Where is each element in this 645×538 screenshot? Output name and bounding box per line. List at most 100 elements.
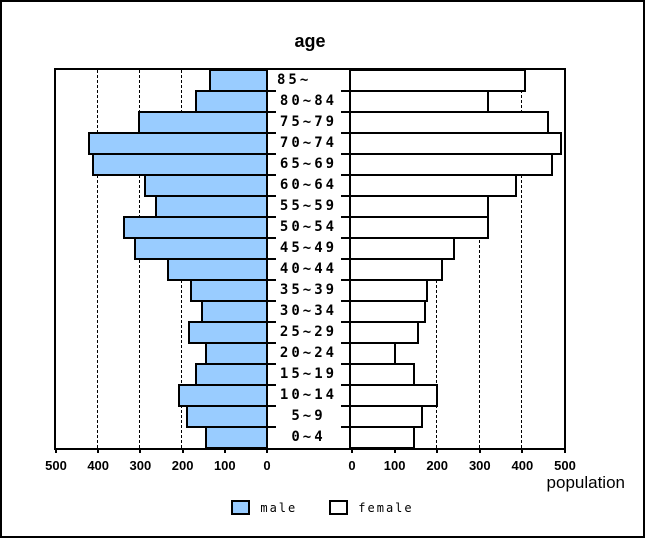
female-bar-70~74 xyxy=(351,132,562,155)
female-bar-row xyxy=(351,69,564,92)
female-axis-label-0: 0 xyxy=(348,458,356,473)
age-label-row: 40~44 xyxy=(268,259,349,280)
female-bar-30~34 xyxy=(351,300,426,323)
age-label-45~49: 45~49 xyxy=(279,240,338,256)
female-bar-10~14 xyxy=(351,384,439,407)
male-axis-label-100: 100 xyxy=(213,458,236,473)
age-label-20~24: 20~24 xyxy=(279,345,338,361)
female-bar-45~49 xyxy=(351,237,456,260)
female-bar-80~84 xyxy=(351,90,490,113)
female-bar-40~44 xyxy=(351,258,443,281)
female-bar-35~39 xyxy=(351,279,428,302)
female-bar-row xyxy=(351,426,564,449)
male-bar-85~ xyxy=(209,69,266,92)
female-axis-tick xyxy=(521,448,524,453)
age-label-row: 80~84 xyxy=(268,91,349,112)
male-axis-label-400: 400 xyxy=(87,458,110,473)
male-axis-tick xyxy=(223,448,226,453)
age-label-40~44: 40~44 xyxy=(279,261,338,277)
category-tick xyxy=(268,258,276,260)
male-bar-row xyxy=(56,153,266,176)
female-bar-55~59 xyxy=(351,195,490,218)
category-tick xyxy=(341,132,349,134)
male-bar-row xyxy=(56,69,266,92)
age-label-30~34: 30~34 xyxy=(279,303,338,319)
male-bar-row xyxy=(56,174,266,197)
male-axis-label-200: 200 xyxy=(171,458,194,473)
chart-title: age xyxy=(294,31,326,51)
female-axis-label-400: 400 xyxy=(511,458,534,473)
plot-area: 85~ 80~84 75~79 70~74 65~69 60~64 55~59 50~54 45… xyxy=(54,68,566,450)
male-axis-tick xyxy=(97,448,100,453)
category-tick xyxy=(268,426,276,428)
age-label-55~59: 55~59 xyxy=(279,198,338,214)
male-bar-65~69 xyxy=(91,153,266,176)
female-bar-5~9 xyxy=(351,405,424,428)
male-bar-row xyxy=(56,258,266,281)
female-bar-row xyxy=(351,111,564,134)
age-label-row: 45~49 xyxy=(268,238,349,259)
age-label-row: 0~4 xyxy=(268,427,349,448)
male-bar-75~79 xyxy=(137,111,266,134)
female-bar-row xyxy=(351,174,564,197)
category-tick xyxy=(268,279,276,281)
female-bar-row xyxy=(351,216,564,239)
female-bar-25~29 xyxy=(351,321,420,344)
female-pane xyxy=(351,69,564,449)
age-label-80~84: 80~84 xyxy=(279,93,338,109)
male-bar-50~54 xyxy=(123,216,266,239)
female-zero-axis-line xyxy=(349,70,351,448)
male-axis-tick xyxy=(139,448,142,453)
category-tick xyxy=(268,384,276,386)
male-bar-row xyxy=(56,363,266,386)
category-tick xyxy=(341,90,349,92)
female-axis-label-500: 500 xyxy=(554,458,576,473)
male-bar-20~24 xyxy=(205,342,266,365)
age-label-row: 55~59 xyxy=(268,196,349,217)
female-bar-row xyxy=(351,195,564,218)
legend: male female xyxy=(2,500,643,515)
male-bar-60~64 xyxy=(144,174,266,197)
category-tick xyxy=(268,90,276,92)
male-bar-35~39 xyxy=(190,279,266,302)
female-bar-65~69 xyxy=(351,153,554,176)
age-label-5~9: 5~9 xyxy=(291,408,326,424)
male-pane xyxy=(56,69,266,449)
category-tick xyxy=(341,405,349,407)
female-bar-row xyxy=(351,300,564,323)
age-label-row: 25~29 xyxy=(268,322,349,343)
male-bar-10~14 xyxy=(177,384,266,407)
age-label-10~14: 10~14 xyxy=(279,387,338,403)
age-label-60~64: 60~64 xyxy=(279,177,338,193)
male-axis-label-0: 0 xyxy=(263,458,271,473)
category-tick xyxy=(268,342,276,344)
female-axis-tick xyxy=(393,448,396,453)
category-tick xyxy=(268,405,276,407)
male-bar-row xyxy=(56,384,266,407)
female-legend-label: female xyxy=(358,500,414,515)
age-label-row: 20~24 xyxy=(268,343,349,364)
age-label-70~74: 70~74 xyxy=(279,135,338,151)
male-bar-15~19 xyxy=(194,363,266,386)
category-tick xyxy=(268,216,276,218)
male-axis-tick xyxy=(55,448,57,453)
category-tick xyxy=(341,195,349,197)
female-bar-15~19 xyxy=(351,363,415,386)
female-axis-tick xyxy=(564,448,566,453)
male-bar-80~84 xyxy=(194,90,266,113)
female-bar-60~64 xyxy=(351,174,518,197)
category-tick xyxy=(341,363,349,365)
female-axis-label-300: 300 xyxy=(468,458,491,473)
category-tick xyxy=(341,426,349,428)
male-bar-row xyxy=(56,426,266,449)
category-tick xyxy=(341,111,349,113)
male-bar-row xyxy=(56,321,266,344)
age-label-row: 85~ xyxy=(268,70,349,91)
age-label-65~69: 65~69 xyxy=(279,156,338,172)
female-axis-tick xyxy=(351,448,353,453)
category-tick xyxy=(268,111,276,113)
category-tick xyxy=(268,321,276,323)
male-axis-tick xyxy=(266,448,268,453)
male-bar-row xyxy=(56,300,266,323)
age-label-row: 35~39 xyxy=(268,280,349,301)
